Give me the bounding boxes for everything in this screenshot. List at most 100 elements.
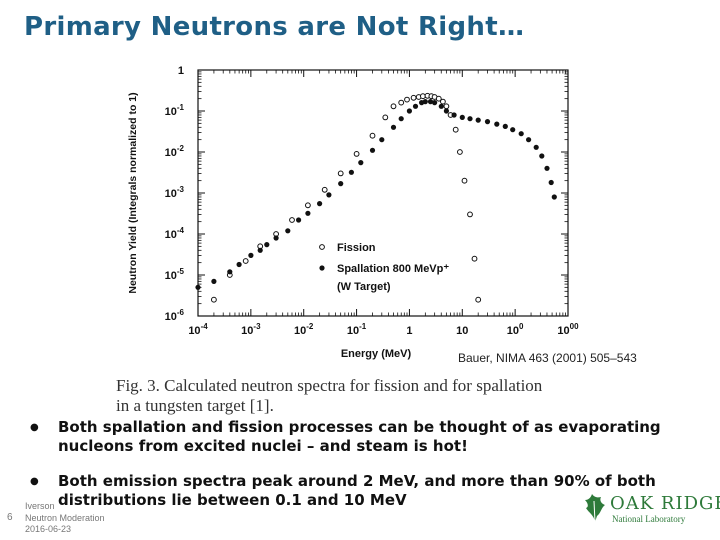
fission-point [398, 99, 405, 106]
x-axis-label: Energy (MeV) [341, 348, 412, 360]
x-tick-label: 10-2 [294, 322, 314, 337]
legend: Fission Spallation 800 MeVp⁺ (W Target) [319, 242, 449, 293]
series-spallation [195, 99, 557, 290]
fission-point [435, 95, 442, 102]
x-tick-label: 100 [507, 322, 524, 337]
x-tick-label: 10-4 [188, 322, 208, 337]
footer-date: 2016-06-23 [25, 524, 72, 534]
logo-line-2: National Laboratory [612, 514, 686, 524]
x-tick-label: 1000 [557, 322, 579, 337]
spallation-point [358, 160, 364, 166]
fission-point [452, 126, 459, 133]
spallation-point [326, 192, 332, 198]
spallation-point [451, 112, 457, 118]
fission-point [461, 177, 468, 184]
bullet-dot-icon: ● [30, 476, 39, 487]
y-tick-label: 10-3 [165, 185, 185, 200]
y-tick-label: 10-1 [165, 103, 185, 118]
spallation-point [398, 116, 404, 122]
spallation-point [406, 108, 412, 114]
y-axis: 1 10-1 10-2 10-3 10-4 10-5 10-6 [165, 65, 568, 323]
figure-caption-line-2: in a tungsten target [1]. [116, 396, 274, 415]
spallation-point [369, 147, 376, 153]
fission-point [211, 296, 217, 303]
spallation-point [438, 103, 444, 109]
fission-point [242, 258, 249, 264]
spallation-point [273, 235, 279, 241]
y-axis-label: Neutron Yield (Integrals normalized to 1… [127, 92, 139, 293]
legend-spallation-label: Spallation 800 MeVp⁺ [337, 263, 449, 275]
fission-point [382, 114, 389, 121]
fission-point [471, 255, 478, 262]
fission-point [321, 186, 328, 193]
spallation-point [285, 228, 291, 234]
spallation-point [257, 247, 263, 253]
legend-fission-marker [319, 244, 325, 250]
spallation-point [412, 103, 419, 109]
spallation-point [475, 117, 481, 123]
legend-spallation-marker [319, 265, 325, 271]
y-tick-label: 10-4 [165, 226, 185, 241]
spallation-point [502, 123, 508, 129]
logo-line-1: OAK RIDGE [610, 493, 720, 514]
legend-spallation-target: (W Target) [337, 281, 391, 293]
spallation-point [427, 99, 434, 105]
spallation-point [539, 153, 545, 159]
footer-author: Iverson [25, 501, 55, 511]
series-fission [211, 92, 482, 303]
spallation-point [338, 181, 344, 187]
fission-point [440, 98, 446, 105]
spallation-point [544, 165, 550, 171]
spallation-point [518, 131, 524, 137]
figure-citation: Bauer, NIMA 463 (2001) 505–543 [458, 351, 637, 365]
spallation-point [236, 261, 242, 268]
x-tick-label: 10-3 [241, 322, 261, 337]
spallation-point [494, 121, 500, 127]
spallation-point [248, 252, 254, 258]
page-number: 6 [7, 512, 13, 523]
oak-leaf-icon [585, 494, 605, 523]
spallation-point [548, 179, 554, 186]
bullet-dot-icon: ● [30, 422, 39, 433]
spallation-point [443, 108, 449, 114]
fission-point [457, 149, 463, 155]
spallation-point [227, 269, 233, 275]
fission-point [475, 296, 482, 303]
fission-point [390, 103, 397, 110]
spallation-point [526, 137, 532, 143]
fission-point [410, 94, 417, 101]
spallation-point [305, 210, 311, 216]
spallation-point [432, 100, 438, 106]
spallation-point [379, 137, 385, 143]
x-tick-label: 10-1 [347, 322, 367, 337]
spallation-point [317, 201, 323, 207]
fission-point [337, 170, 344, 177]
ornl-logo: OAK RIDGE National Laboratory [580, 491, 720, 527]
y-tick-label: 10-2 [165, 144, 185, 159]
fission-point [353, 151, 360, 157]
spallation-point [195, 284, 201, 290]
fission-point [369, 132, 376, 139]
bullet-text: Both emission spectra peak around 2 MeV,… [58, 472, 656, 509]
spallation-point [422, 99, 428, 105]
x-axis: 10-4 10-3 10-2 10-1 1 10 100 1000 [188, 70, 579, 337]
spallation-point [467, 116, 473, 122]
series-layer [195, 92, 557, 303]
spallation-point [211, 278, 217, 284]
y-tick-label: 10-5 [165, 267, 185, 282]
spallation-point [296, 217, 302, 223]
spallation-point [533, 144, 539, 150]
spallation-point [264, 242, 270, 248]
figure-caption-line-1: Fig. 3. Calculated neutron spectra for f… [116, 376, 543, 395]
fission-point [289, 217, 295, 223]
fission-point [420, 93, 426, 100]
x-tick-label: 1 [406, 325, 412, 337]
slide-title: Primary Neutrons are Not Right… [24, 12, 525, 42]
spallation-point [510, 127, 516, 133]
bullet-text: Both spallation and fission processes ca… [58, 418, 661, 455]
spallation-point [551, 194, 557, 200]
figure-caption: Fig. 3. Calculated neutron spectra for f… [116, 376, 676, 416]
spallation-point [484, 119, 491, 125]
x-tick-label: 10 [456, 325, 468, 337]
